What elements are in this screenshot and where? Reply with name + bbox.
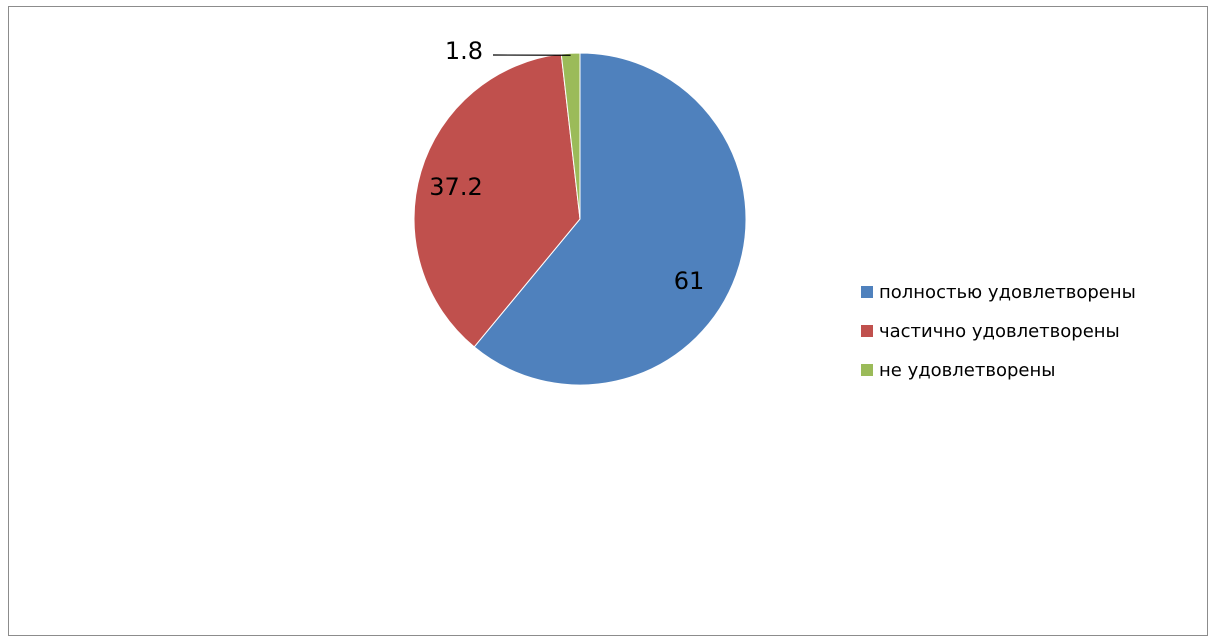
legend-label: частично удовлетворены (879, 321, 1120, 342)
legend-item-not-satisfied: не удовлетворены (861, 357, 1136, 383)
legend-swatch (861, 364, 873, 376)
data-label-not-satisfied: 1.8 (445, 37, 483, 65)
legend-label: полностью удовлетворены (879, 282, 1136, 303)
legend-item-partially-satisfied: частично удовлетворены (861, 318, 1136, 344)
legend-label: не удовлетворены (879, 360, 1055, 381)
legend-item-fully-satisfied: полностью удовлетворены (861, 279, 1136, 305)
data-label-fully-satisfied: 61 (674, 267, 705, 295)
legend-swatch (861, 286, 873, 298)
legend: полностью удовлетворены частично удовлет… (861, 279, 1136, 383)
chart-area: 61 37.2 1.8 полностью удовлетворены частич… (8, 6, 1208, 636)
legend-swatch (861, 325, 873, 337)
data-label-partially-satisfied: 37.2 (429, 173, 482, 201)
